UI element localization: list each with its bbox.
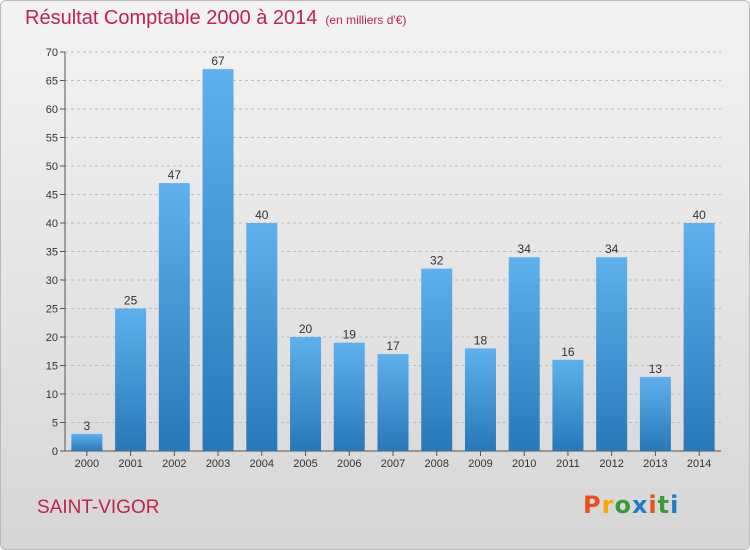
y-tick-label: 65 (46, 76, 58, 88)
data-label: 32 (430, 254, 444, 268)
y-tick-label: 0 (52, 446, 58, 458)
data-label: 25 (124, 294, 138, 308)
y-tick-label: 25 (46, 304, 58, 316)
x-tick-label: 2013 (643, 458, 667, 470)
bar (333, 342, 365, 451)
data-label: 34 (518, 242, 532, 256)
x-tick-label: 2009 (468, 458, 492, 470)
x-tick-label: 2012 (599, 458, 623, 470)
bar (246, 223, 278, 451)
bar (290, 337, 322, 451)
y-tick-label: 5 (52, 418, 58, 430)
bar (71, 433, 103, 451)
y-tick-label: 30 (46, 275, 58, 287)
data-label: 40 (692, 208, 706, 222)
y-tick-label: 60 (46, 104, 58, 116)
x-tick-label: 2005 (293, 458, 317, 470)
x-tick-label: 2004 (250, 458, 274, 470)
proxiti-logo: Proxiti (583, 491, 679, 519)
data-label: 3 (84, 419, 91, 433)
bar (377, 354, 409, 451)
y-tick-label: 50 (46, 161, 58, 173)
y-tick-label: 55 (46, 133, 58, 145)
bar (639, 376, 671, 451)
x-tick-label: 2011 (556, 458, 580, 470)
bar (115, 308, 147, 451)
x-tick-label: 2003 (206, 458, 230, 470)
chart-title-text: Résultat Comptable 2000 à 2014 (25, 7, 318, 29)
bar (158, 183, 190, 451)
data-label: 20 (299, 322, 313, 336)
logo-letter: t (657, 491, 671, 519)
x-tick-label: 2008 (424, 458, 448, 470)
y-tick-label: 10 (46, 389, 58, 401)
data-label: 16 (561, 345, 575, 359)
logo-letter: i (670, 491, 680, 519)
logo-letter: o (614, 491, 632, 519)
data-label: 47 (168, 168, 182, 182)
data-label: 34 (605, 242, 619, 256)
data-label: 18 (474, 333, 488, 347)
x-tick-label: 2014 (687, 458, 711, 470)
bar (202, 69, 234, 451)
x-tick-label: 2001 (118, 458, 142, 470)
logo-letter: x (631, 491, 649, 519)
x-tick-label: 2006 (337, 458, 361, 470)
bar (508, 257, 540, 451)
data-label: 13 (649, 362, 663, 376)
x-tick-label: 2002 (162, 458, 186, 470)
y-tick-label: 35 (46, 247, 58, 259)
bar (552, 359, 584, 451)
unit-note: (en milliers d'€) (325, 13, 407, 27)
y-tick-label: 70 (46, 47, 58, 59)
y-tick-label: 40 (46, 218, 58, 230)
y-tick-label: 15 (46, 361, 58, 373)
logo-letter: r (601, 491, 615, 519)
bar (421, 268, 453, 451)
data-label: 17 (386, 339, 400, 353)
data-label: 40 (255, 208, 269, 222)
logo-letter: P (583, 491, 602, 519)
y-tick-label: 45 (46, 190, 58, 202)
bar (596, 257, 628, 451)
data-label: 19 (343, 328, 357, 342)
chart-title: Résultat Comptable 2000 à 2014 (en millie… (25, 7, 406, 30)
x-tick-label: 2000 (75, 458, 99, 470)
bar (464, 348, 496, 451)
y-tick-label: 20 (46, 332, 58, 344)
x-tick-label: 2007 (381, 458, 405, 470)
x-tick-label: 2010 (512, 458, 536, 470)
commune-name: SAINT-VIGOR (37, 497, 160, 518)
data-label: 67 (211, 54, 225, 68)
bar (683, 223, 715, 451)
logo-letter: i (648, 491, 658, 519)
